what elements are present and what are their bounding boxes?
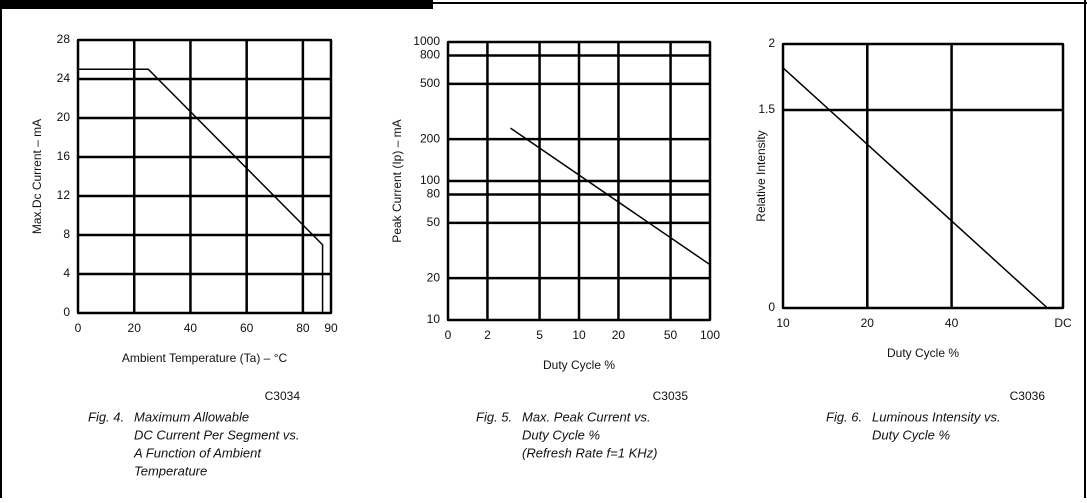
plot-frame [782, 43, 1064, 309]
y-tick-label: 50 [427, 215, 441, 229]
figure-number: Fig. 4. [88, 409, 124, 424]
x-tick-label: 100 [700, 328, 720, 342]
x-tick-label: DC [1054, 316, 1072, 330]
x-tick-label: 0 [445, 328, 452, 342]
figure-caption: Duty Cycle % [872, 427, 950, 442]
figure-code: C3034 [265, 389, 301, 403]
y-tick-label: 0 [63, 305, 70, 319]
figure-caption: Maximum Allowable [134, 409, 249, 424]
figure-number: Fig. 5. [476, 409, 512, 424]
y-tick-label: 24 [57, 71, 71, 85]
figure-caption: A Function of Ambient [133, 445, 262, 460]
figure-caption: Temperature [134, 463, 207, 478]
x-tick-label: 90 [324, 321, 338, 335]
y-tick-label: 500 [420, 76, 440, 90]
header-bar [0, 0, 433, 9]
x-tick-label: 40 [184, 321, 198, 335]
y-tick-label: 20 [57, 110, 71, 124]
plot-frame [77, 39, 332, 314]
x-axis-label: Duty Cycle % [543, 358, 615, 372]
figure-number: Fig. 6. [826, 409, 862, 424]
y-tick-label: 28 [57, 32, 71, 46]
x-tick-label: 40 [945, 316, 959, 330]
y-tick-label: 16 [57, 149, 71, 163]
y-tick-label: 1000 [413, 34, 440, 48]
y-tick-label: 2 [768, 36, 775, 50]
x-axis-label: Ambient Temperature (Ta) – °C [122, 351, 288, 365]
data-line [78, 68, 324, 313]
y-tick-label: 12 [57, 188, 71, 202]
figure-caption: Luminous Intensity vs. [872, 409, 1001, 424]
figure-code: C3035 [653, 389, 689, 403]
y-tick-label: 8 [63, 227, 70, 241]
x-tick-label: 60 [240, 321, 254, 335]
x-tick-label: 20 [128, 321, 142, 335]
data-line [782, 67, 1048, 309]
y-axis-label: Max.Dc Current – mA [30, 119, 44, 234]
x-tick-label: 20 [612, 328, 626, 342]
y-tick-label: 0 [768, 300, 775, 314]
y-tick-label: 4 [63, 266, 70, 280]
y-tick-label: 20 [427, 270, 441, 284]
y-tick-label: 800 [420, 48, 440, 62]
x-tick-label: 10 [776, 316, 790, 330]
x-tick-label: 2 [484, 328, 491, 342]
x-tick-label: 50 [664, 328, 678, 342]
figure-caption: Duty Cycle % [522, 427, 600, 442]
x-tick-label: 10 [572, 328, 586, 342]
y-tick-label: 80 [427, 187, 441, 201]
x-tick-label: 0 [75, 321, 82, 335]
x-axis-label: Duty Cycle % [887, 346, 959, 360]
figure-caption: (Refresh Rate f=1 KHz) [522, 445, 657, 460]
y-axis-label: Relative Intensity [754, 130, 768, 221]
x-tick-label: 5 [536, 328, 543, 342]
figure-caption: Max. Peak Current vs. [522, 409, 651, 424]
figure-code: C3036 [1010, 389, 1046, 403]
data-line [510, 127, 711, 266]
y-tick-label: 200 [420, 131, 440, 145]
y-axis-label: Peak Current (Ip) – mA [390, 119, 404, 242]
x-tick-label: 80 [296, 321, 310, 335]
y-tick-label: 100 [420, 173, 440, 187]
y-tick-label: 10 [427, 312, 441, 326]
y-tick-label: 1.5 [758, 102, 775, 116]
figure-caption: DC Current Per Segment vs. [134, 427, 299, 442]
x-tick-label: 20 [861, 316, 875, 330]
